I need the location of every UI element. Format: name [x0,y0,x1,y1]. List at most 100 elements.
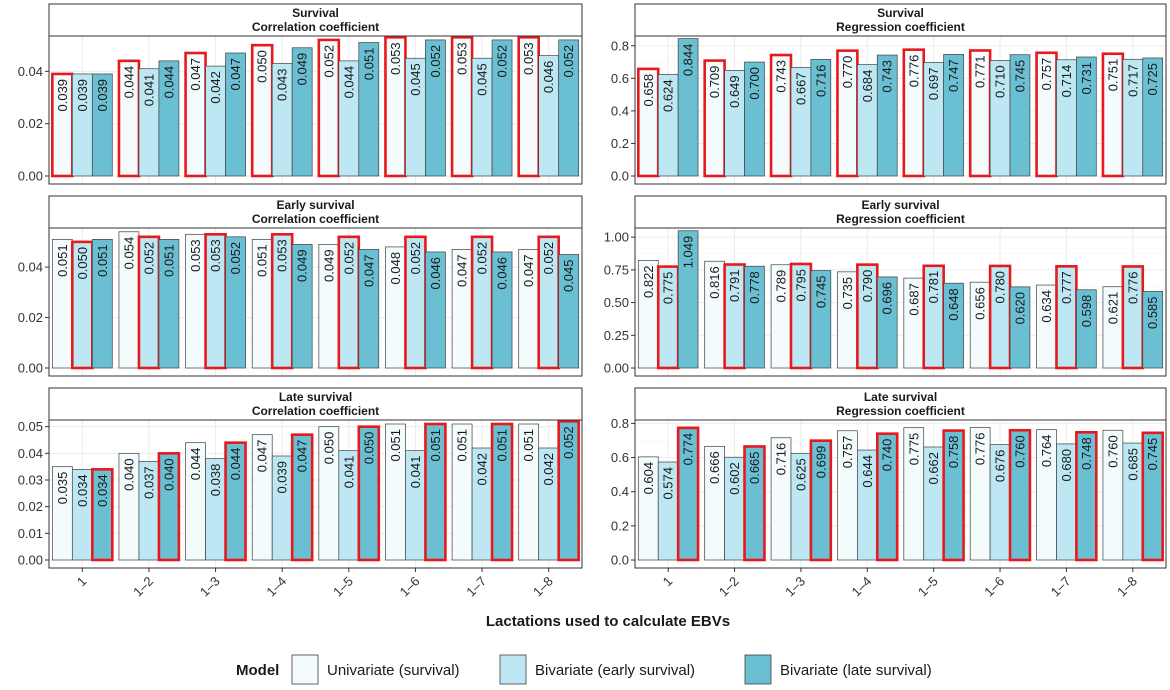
data-label-3-s0-c1: 0.816 [707,266,722,299]
legend-swatch-0 [291,654,319,685]
data-label-4-s0-c2: 0.044 [188,448,203,481]
data-label-3-s0-c5: 0.656 [973,287,988,320]
bar-0-s2-c6 [491,39,513,177]
data-label-0-s0-c4: 0.052 [321,45,336,78]
data-label-2-s2-c7: 0.045 [561,259,576,292]
panel-4-ytick-label: 0.03 [18,473,43,488]
panel-3-border [634,227,1167,377]
panel-3-strip [634,195,1167,229]
x-tick-label-4-3: 1–4 [263,574,289,600]
data-label-4-s2-c5: 0.051 [428,429,443,462]
panel-2-ytick-label: 0.02 [18,310,43,325]
data-label-3-s2-c3: 0.696 [880,282,895,315]
panel-4-ytick-label: 0.01 [18,526,43,541]
data-label-5-s0-c3: 0.757 [840,436,855,469]
data-label-0-s0-c7: 0.053 [521,42,536,75]
data-label-0-s2-c0: 0.039 [95,79,110,112]
panel-3-ytick-label: 0.75 [604,262,629,277]
data-label-5-s2-c6: 0.748 [1079,437,1094,470]
data-label-3-s0-c0: 0.822 [641,265,656,298]
data-label-2-s1-c0: 0.050 [75,247,90,280]
x-tick-label-4-4: 1–5 [330,574,356,600]
bar-0-s2-c7 [558,39,580,177]
panel-1-ytick-label: 0.0 [611,169,629,184]
bar-3-s2-c0 [677,230,699,369]
data-label-4-s1-c7: 0.042 [541,453,556,486]
data-label-2-s0-c7: 0.047 [521,254,536,287]
panel-4-title: Late survival [279,390,352,404]
x-tick-label-5-6: 1–7 [1048,574,1074,600]
data-label-0-s2-c3: 0.049 [295,53,310,86]
data-label-0-s0-c5: 0.053 [388,42,403,75]
data-label-2-s2-c6: 0.046 [495,257,510,290]
data-label-5-s1-c7: 0.685 [1125,448,1140,481]
data-label-4-s0-c7: 0.051 [521,429,536,462]
data-label-1-s2-c7: 0.725 [1145,63,1160,96]
panel-3-title: Early survival [861,198,939,212]
x-tick-label-5-0: 1 [660,574,676,590]
bar-4-s2-c2 [224,441,247,562]
data-label-5-s1-c0: 0.574 [661,467,676,500]
bar-3-s2-c3 [876,276,898,369]
data-label-3-s2-c5: 0.620 [1012,292,1027,325]
bar-0-s2-c4 [358,42,380,177]
data-label-2-s0-c4: 0.049 [321,249,336,282]
data-label-1-s1-c2: 0.667 [793,72,808,105]
panel-5-ytick-label: 0.4 [611,484,629,499]
data-label-1-s1-c7: 0.717 [1125,64,1140,97]
legend-swatch-2 [744,654,772,685]
panel-5-ytick-label: 0.8 [611,416,629,431]
data-label-3-s1-c3: 0.790 [860,270,875,303]
panel-4-ytick-label: 0.00 [18,553,43,568]
legend-label-2: Bivariate (late survival) [780,662,932,679]
data-label-4-s2-c3: 0.047 [295,440,310,473]
data-label-2-s2-c1: 0.051 [161,244,176,277]
data-label-5-s0-c5: 0.776 [973,433,988,466]
x-tick-label-4-0: 1 [74,574,90,590]
bar-3-s2-c5 [1009,286,1031,369]
bar-3-s2-c2 [810,270,832,369]
data-label-4-s0-c5: 0.051 [388,429,403,462]
data-label-4-s1-c0: 0.034 [75,474,90,507]
data-label-0-s2-c6: 0.052 [495,45,510,78]
data-label-4-s2-c7: 0.052 [561,426,576,459]
panel-4-ytick-label: 0.02 [18,499,43,514]
legend-label-0: Univariate (survival) [327,662,460,679]
data-label-1-s0-c1: 0.709 [707,66,722,99]
data-label-1-s0-c3: 0.770 [840,56,855,89]
data-label-0-s1-c3: 0.043 [275,68,290,101]
panel-0-border [48,35,583,185]
bar-2-s2-c6 [491,251,513,369]
data-label-0-s1-c5: 0.045 [408,63,423,96]
bar-3-s2-c7 [1142,291,1164,369]
data-label-0-s0-c1: 0.044 [121,66,136,99]
data-label-2-s0-c1: 0.054 [121,237,136,270]
legend-swatch-1 [499,654,527,685]
data-label-0-s0-c6: 0.053 [455,42,470,75]
data-label-0-s2-c2: 0.047 [228,58,243,91]
data-label-1-s2-c4: 0.747 [946,59,961,92]
data-label-4-s2-c0: 0.034 [95,474,110,507]
data-label-3-s2-c0: 1.049 [681,236,696,269]
bar-4-s2-c6 [490,422,514,562]
panel-4-subtitle: Correlation coefficient [252,404,379,418]
panel-0-subtitle: Correlation coefficient [252,20,379,34]
legend: Model Univariate (survival) Bivariate (ear… [236,654,932,685]
bar-4-s2-c0 [91,468,114,562]
bar-4-s2-c1 [157,452,181,562]
bar-4-s2-c3 [290,433,314,562]
data-label-2-s0-c2: 0.053 [188,239,203,272]
data-label-1-s1-c3: 0.684 [860,70,875,103]
data-label-2-s1-c3: 0.053 [275,239,290,272]
panel-1-ytick-label: 0.8 [611,38,629,53]
bar-5-s2-c5 [1008,428,1032,562]
data-label-3-s0-c7: 0.621 [1105,292,1120,325]
bar-2-s2-c2 [225,236,246,369]
data-label-3-s0-c4: 0.687 [906,283,921,316]
data-label-5-s1-c2: 0.625 [793,458,808,491]
bar-5-s2-c2 [809,439,833,562]
panel-3-ytick-label: 1.00 [604,230,629,245]
data-label-5-s2-c5: 0.760 [1012,435,1027,468]
data-label-5-s1-c4: 0.662 [926,452,941,485]
